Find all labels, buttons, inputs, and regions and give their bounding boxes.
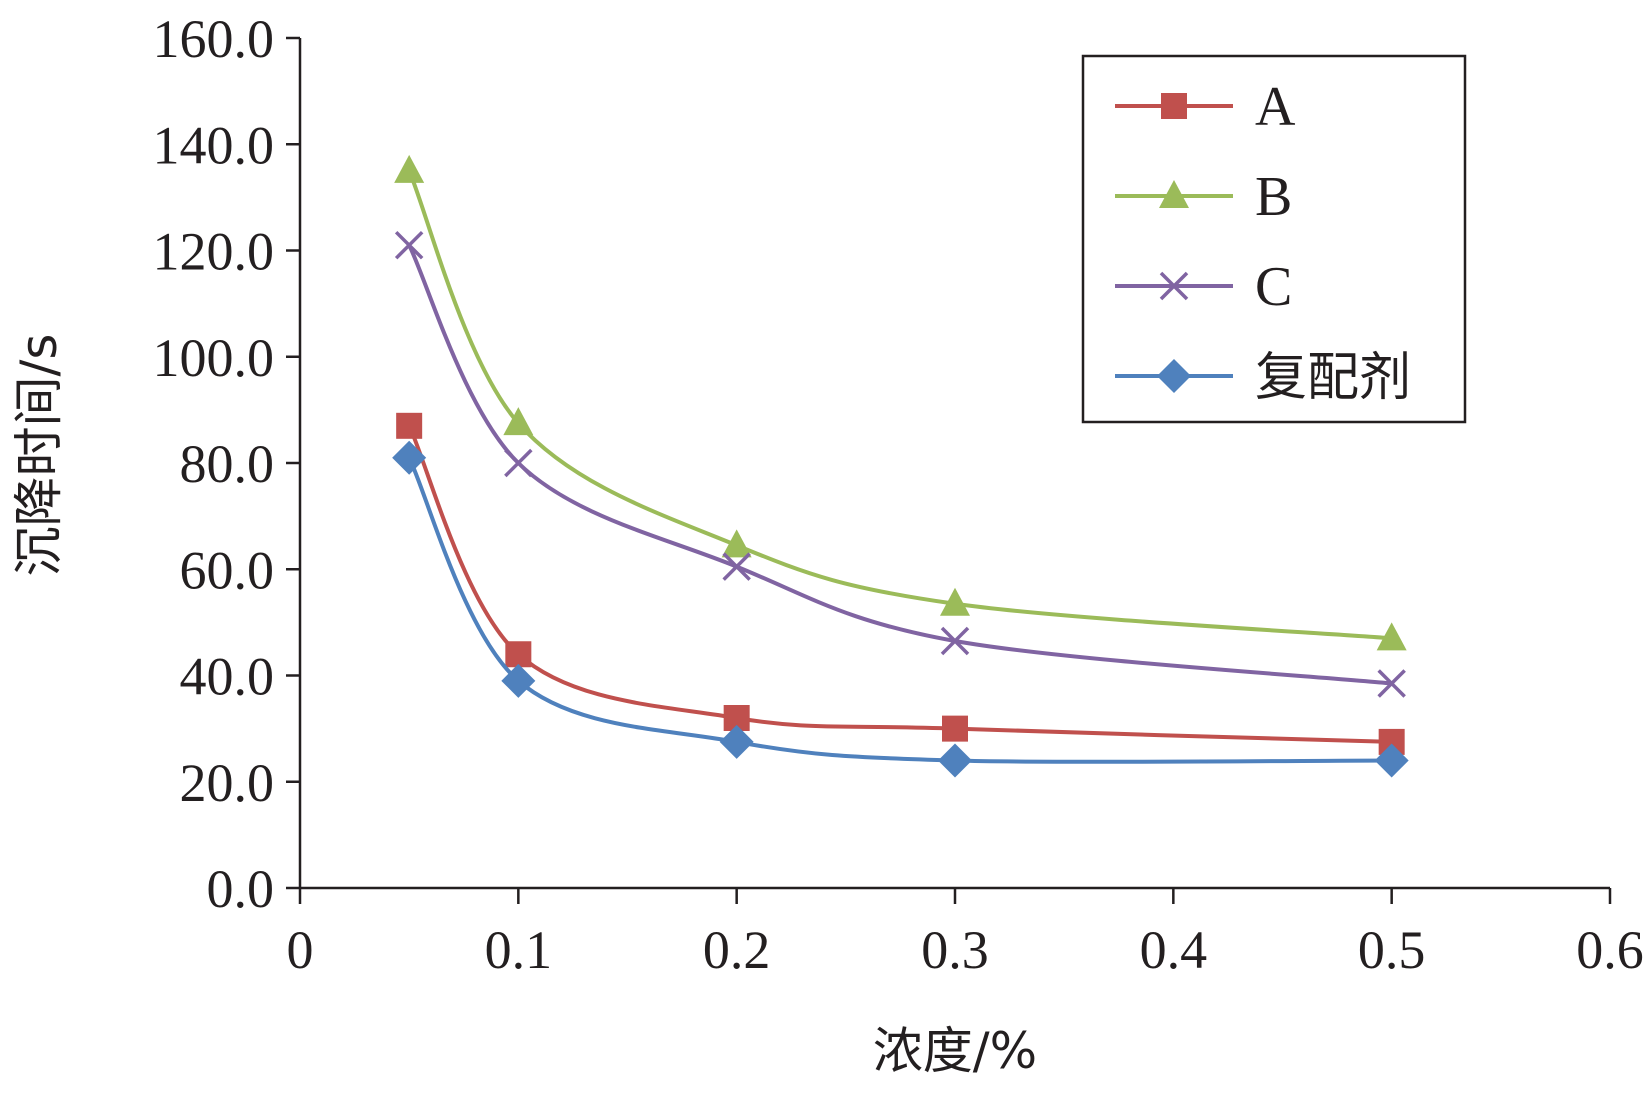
y-tick-label: 140.0 [153, 115, 275, 175]
y-tick-label: 120.0 [153, 222, 275, 282]
x-tick-label: 0.2 [703, 920, 771, 980]
data-point [938, 743, 972, 778]
series-line [407, 423, 1394, 744]
legend-item: C [1115, 256, 1292, 318]
legend-items: ABC 复配剂 [1115, 76, 1411, 408]
series-4 [392, 440, 1409, 778]
legend-item: 复配剂 [1115, 348, 1411, 408]
series-layer [392, 154, 1409, 778]
x-marker-stroke [504, 448, 533, 478]
y-tick-label: 160.0 [153, 9, 275, 69]
data-point [394, 230, 424, 260]
data-point [940, 587, 970, 616]
data-point [504, 448, 533, 478]
data-point [722, 552, 751, 581]
data-point [1377, 669, 1406, 698]
y-tick-label: 80.0 [180, 434, 275, 494]
x-tick-label: 0.3 [921, 920, 989, 980]
data-point [392, 440, 427, 475]
legend-box [1081, 54, 1467, 424]
series-2 [394, 154, 1407, 651]
y-tick-label: 0.0 [207, 859, 275, 919]
legend-marker [1161, 93, 1187, 119]
x-marker-stroke [940, 626, 970, 656]
legend: ABC 复配剂 [1081, 54, 1467, 424]
data-point [719, 724, 754, 759]
x-marker-stroke [1377, 669, 1406, 698]
data-point [940, 626, 970, 656]
data-point [505, 641, 532, 668]
series-line [407, 243, 1394, 686]
y-axis-title: 沉降时间/s [10, 334, 68, 577]
x-marker-stroke [722, 552, 751, 581]
data-point [1376, 622, 1407, 651]
legend-marker [1159, 180, 1189, 208]
x-tick-label: 0.5 [1358, 920, 1426, 980]
x-tick-label: 0 [287, 920, 314, 980]
x-tick-label: 0.6 [1576, 920, 1644, 980]
x-tick-label: 0.1 [485, 920, 553, 980]
x-ticks: 0 0.1 0.2 0.3 0.4 0.5 0.6 [287, 888, 1644, 980]
legend-label: B [1255, 166, 1292, 228]
y-tick-label: 60.0 [180, 540, 275, 600]
legend-label: 复配剂 [1255, 348, 1411, 408]
series-line [407, 455, 1394, 764]
data-point [394, 154, 425, 183]
legend-label: A [1255, 76, 1296, 138]
legend-label: C [1255, 256, 1292, 318]
legend-item: A [1115, 76, 1296, 138]
x-axis-title: 浓度/% [873, 1022, 1037, 1080]
data-point [942, 715, 968, 742]
series-3 [394, 230, 1406, 698]
data-point [1374, 743, 1409, 778]
legend-marker [1157, 359, 1191, 393]
data-point [503, 407, 534, 436]
legend-item: B [1115, 166, 1292, 228]
series-1 [396, 412, 1405, 755]
y-tick-label: 100.0 [153, 328, 275, 388]
y-tick-label: 40.0 [180, 647, 275, 707]
axes: 0.020.040.060.080.0100.0120.0140.0160.0 … [153, 9, 1644, 980]
y-ticks: 0.0 20.0 40.0 60.0 80.0 100.0 120.0 140.0 160.0 [153, 9, 300, 919]
data-point [396, 412, 423, 439]
data-point [721, 529, 752, 558]
legend-marker [1159, 271, 1189, 301]
x-tick-label: 0.4 [1140, 920, 1208, 980]
data-point [501, 663, 536, 698]
x-marker-stroke [1159, 271, 1189, 301]
y-tick-label: 20.0 [180, 753, 275, 813]
x-marker-stroke [394, 230, 424, 260]
